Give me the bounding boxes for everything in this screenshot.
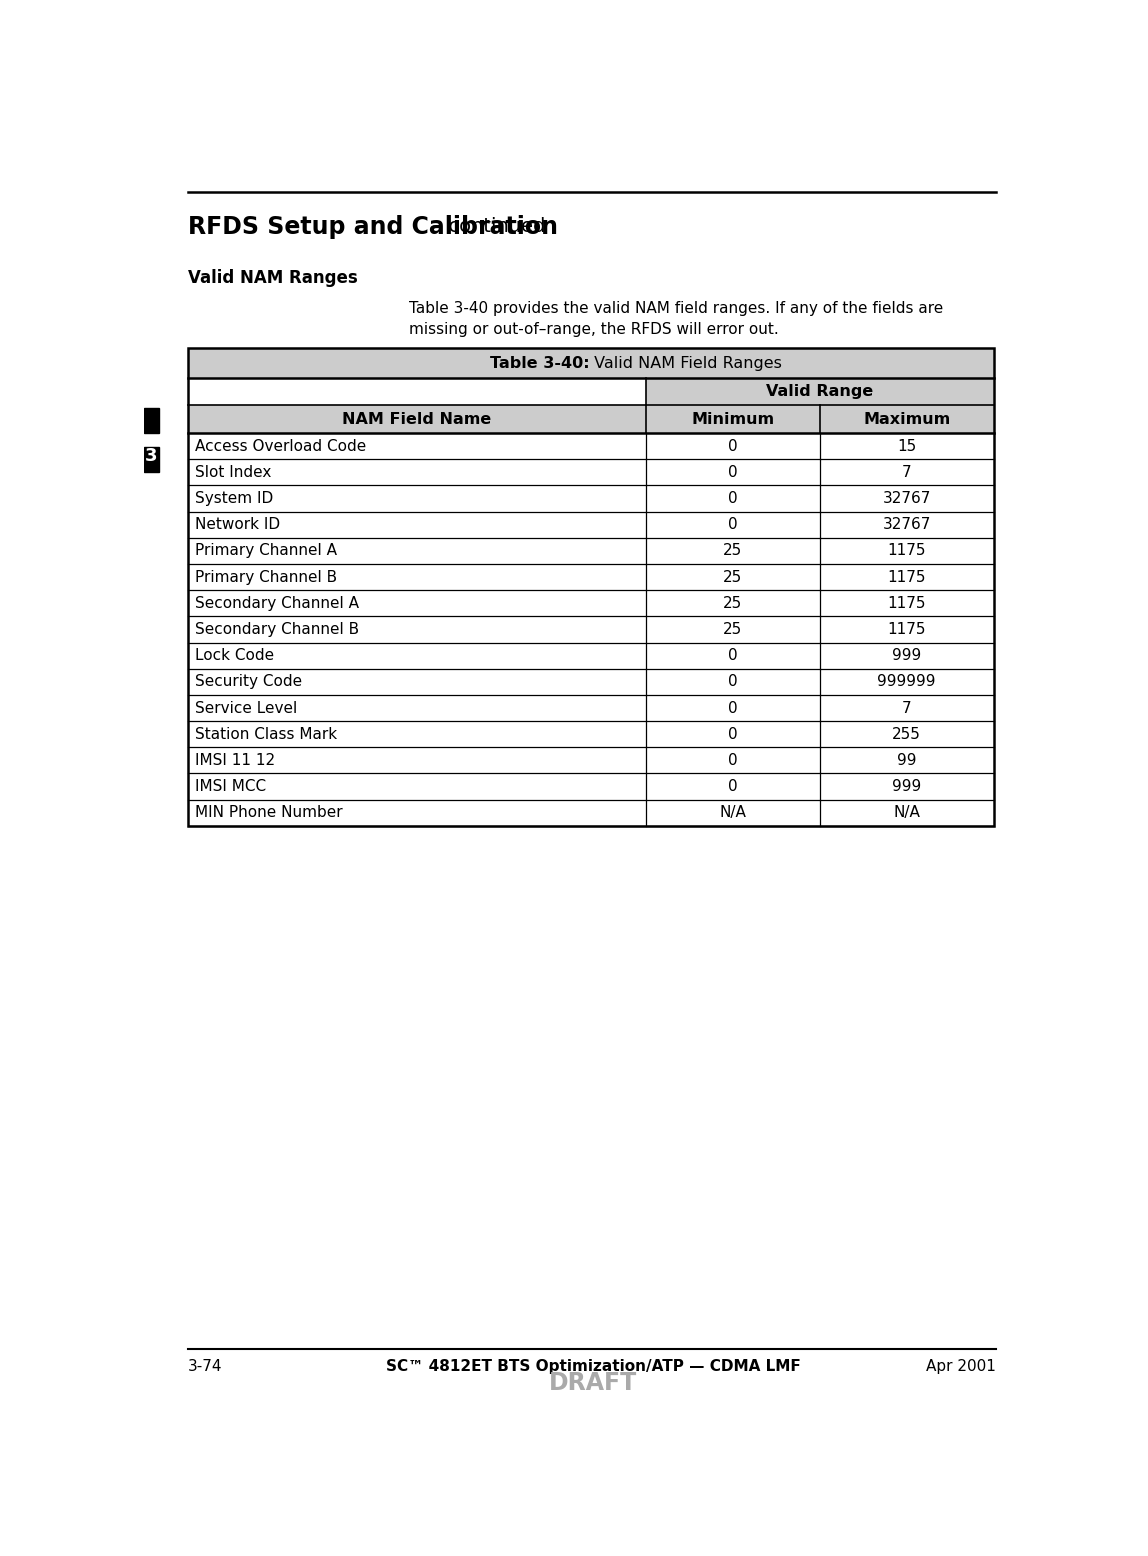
Bar bbox=[187, 485, 994, 512]
Text: 1175: 1175 bbox=[887, 543, 926, 559]
Text: 0: 0 bbox=[728, 439, 737, 454]
Text: 999: 999 bbox=[892, 780, 922, 794]
Bar bbox=[187, 406, 994, 433]
Text: IMSI MCC: IMSI MCC bbox=[195, 780, 266, 794]
Bar bbox=[187, 349, 994, 378]
Text: 999: 999 bbox=[892, 649, 922, 663]
Text: Secondary Channel B: Secondary Channel B bbox=[195, 622, 359, 636]
Text: 255: 255 bbox=[892, 727, 921, 742]
Bar bbox=[144, 447, 160, 471]
Bar bbox=[187, 433, 994, 459]
Text: RFDS Setup and Calibration: RFDS Setup and Calibration bbox=[187, 215, 558, 238]
Text: N/A: N/A bbox=[720, 806, 746, 820]
Text: Apr 2001: Apr 2001 bbox=[926, 1358, 996, 1374]
Text: – continued: – continued bbox=[426, 218, 545, 237]
Text: 999999: 999999 bbox=[877, 674, 936, 689]
Text: SC™ 4812ET BTS Optimization/ATP — CDMA LMF: SC™ 4812ET BTS Optimization/ATP — CDMA L… bbox=[386, 1358, 800, 1374]
Text: 25: 25 bbox=[723, 622, 743, 636]
Text: Primary Channel B: Primary Channel B bbox=[195, 569, 336, 585]
Text: 25: 25 bbox=[723, 543, 743, 559]
Text: NAM Field Name: NAM Field Name bbox=[342, 412, 491, 426]
Text: Service Level: Service Level bbox=[195, 700, 297, 716]
Bar bbox=[187, 512, 994, 538]
Text: 0: 0 bbox=[728, 780, 737, 794]
Bar bbox=[144, 409, 160, 433]
Bar bbox=[187, 378, 645, 406]
Text: Slot Index: Slot Index bbox=[195, 465, 271, 479]
Text: N/A: N/A bbox=[893, 806, 920, 820]
Text: Valid NAM Field Ranges: Valid NAM Field Ranges bbox=[589, 356, 782, 370]
Text: 32767: 32767 bbox=[883, 517, 931, 532]
Bar bbox=[187, 349, 994, 826]
Text: 0: 0 bbox=[728, 465, 737, 479]
Text: 0: 0 bbox=[728, 492, 737, 506]
Text: Table 3-40 provides the valid NAM field ranges. If any of the fields are
missing: Table 3-40 provides the valid NAM field … bbox=[410, 300, 944, 336]
Text: 1175: 1175 bbox=[887, 596, 926, 612]
Text: 7: 7 bbox=[902, 700, 912, 716]
Text: 32767: 32767 bbox=[883, 492, 931, 506]
Text: 0: 0 bbox=[728, 517, 737, 532]
Text: 25: 25 bbox=[723, 569, 743, 585]
Text: Network ID: Network ID bbox=[195, 517, 280, 532]
Text: 0: 0 bbox=[728, 700, 737, 716]
Text: IMSI 11 12: IMSI 11 12 bbox=[195, 753, 274, 767]
Text: 25: 25 bbox=[723, 596, 743, 612]
Text: MIN Phone Number: MIN Phone Number bbox=[195, 806, 342, 820]
Text: Lock Code: Lock Code bbox=[195, 649, 273, 663]
Text: 3: 3 bbox=[145, 447, 157, 465]
Bar bbox=[187, 696, 994, 720]
Text: 0: 0 bbox=[728, 674, 737, 689]
Text: Table 3-40:: Table 3-40: bbox=[489, 356, 589, 370]
Text: Security Code: Security Code bbox=[195, 674, 302, 689]
Bar bbox=[187, 563, 994, 590]
Text: 99: 99 bbox=[897, 753, 916, 767]
Text: Primary Channel A: Primary Channel A bbox=[195, 543, 336, 559]
Text: Maximum: Maximum bbox=[863, 412, 951, 426]
Text: Secondary Channel A: Secondary Channel A bbox=[195, 596, 358, 612]
Bar bbox=[187, 747, 994, 773]
Bar bbox=[187, 720, 994, 747]
Bar bbox=[187, 773, 994, 800]
Text: 0: 0 bbox=[728, 727, 737, 742]
Bar bbox=[645, 378, 994, 406]
Bar bbox=[187, 643, 994, 669]
Bar bbox=[187, 459, 994, 485]
Text: 0: 0 bbox=[728, 753, 737, 767]
Text: 7: 7 bbox=[902, 465, 912, 479]
Text: System ID: System ID bbox=[195, 492, 273, 506]
Text: Station Class Mark: Station Class Mark bbox=[195, 727, 336, 742]
Text: Access Overload Code: Access Overload Code bbox=[195, 439, 366, 454]
Bar bbox=[187, 590, 994, 616]
Bar bbox=[187, 538, 994, 563]
Text: 15: 15 bbox=[897, 439, 916, 454]
Bar bbox=[187, 616, 994, 643]
Text: Valid NAM Ranges: Valid NAM Ranges bbox=[187, 269, 357, 286]
Text: DRAFT: DRAFT bbox=[549, 1371, 637, 1396]
Text: Minimum: Minimum bbox=[691, 412, 774, 426]
Text: 3-74: 3-74 bbox=[187, 1358, 223, 1374]
Text: 1175: 1175 bbox=[887, 622, 926, 636]
Text: 0: 0 bbox=[728, 649, 737, 663]
Text: 1175: 1175 bbox=[887, 569, 926, 585]
Bar bbox=[187, 669, 994, 696]
Bar bbox=[187, 800, 994, 826]
Text: Valid Range: Valid Range bbox=[766, 384, 874, 398]
